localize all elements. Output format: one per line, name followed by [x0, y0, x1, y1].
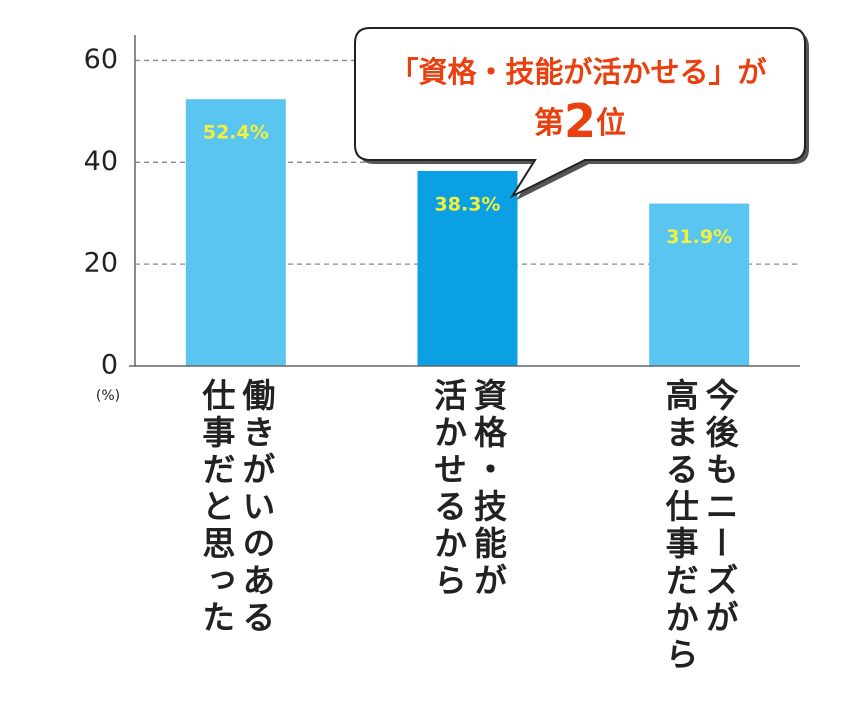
bar — [185, 99, 286, 366]
value-label: 38.3% — [435, 193, 501, 215]
x-tick-label-line: 今後もニーズが — [700, 378, 740, 637]
x-tick-label-line: 高まる仕事だから — [660, 378, 700, 674]
x-tick-label-line: 働きがいのある — [236, 378, 276, 637]
callout-rank: 第2位 — [534, 94, 626, 148]
y-tick-label: 20 — [84, 248, 118, 279]
x-tick-label-line: 資格・技能が — [468, 378, 508, 600]
y-tick-label: 40 — [84, 146, 118, 177]
x-tick-label: 資格・技能が 活かせるから — [428, 378, 508, 600]
x-tick-label-line: 仕事だと思った — [196, 378, 236, 637]
callout — [354, 27, 806, 199]
callout-rank-part: 2 — [564, 94, 596, 148]
value-label: 52.4% — [203, 122, 269, 144]
x-tick-label-line: 活かせるから — [428, 378, 468, 600]
callout-rank-part: 第 — [534, 106, 564, 141]
x-tick-label: 働きがいのある 仕事だと思った — [196, 378, 276, 637]
bar — [417, 170, 518, 366]
y-tick-label: 60 — [84, 44, 118, 75]
y-axis-label: (%) — [96, 388, 120, 404]
callout-text: 「資格・技能が活かせる」が — [389, 55, 766, 89]
callout-rank-part: 位 — [596, 106, 626, 141]
y-tick-label: 0 — [101, 350, 118, 381]
bar — [649, 203, 750, 366]
x-tick-label: 今後もニーズが 高まる仕事だから — [659, 378, 739, 674]
value-label: 31.9% — [666, 226, 732, 248]
